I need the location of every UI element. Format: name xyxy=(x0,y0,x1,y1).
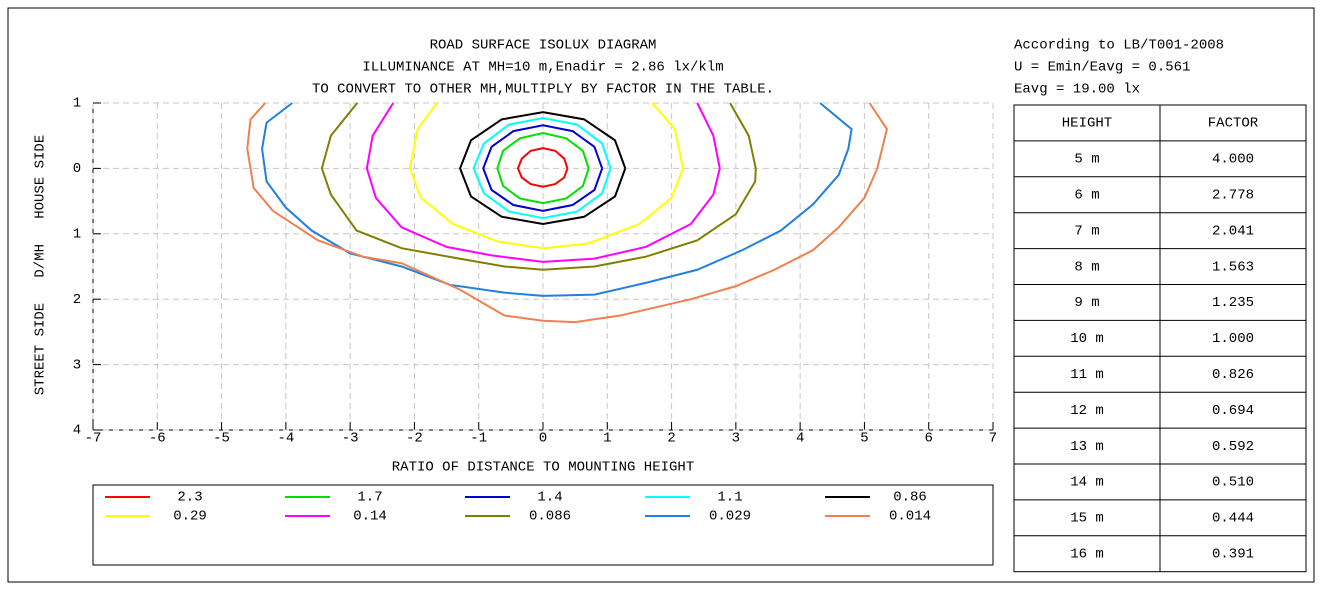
x-tick-label: 3 xyxy=(732,431,740,447)
legend-label: 1.1 xyxy=(717,490,742,506)
table-cell: 16 m xyxy=(1070,546,1104,562)
chart-subtitle: TO CONVERT TO OTHER MH,MULTIPLY BY FACTO… xyxy=(312,82,774,98)
x-tick-label: -1 xyxy=(470,431,487,447)
table-cell: 5 m xyxy=(1074,152,1099,168)
table-cell: 0.510 xyxy=(1212,475,1254,491)
isolux-line xyxy=(320,102,757,271)
info-text: According to LB/T001-2008 xyxy=(1014,38,1224,54)
table-cell: 1.000 xyxy=(1212,331,1254,347)
x-tick-label: -4 xyxy=(277,431,294,447)
table-header: FACTOR xyxy=(1208,116,1259,132)
table-cell: 0.826 xyxy=(1212,367,1254,383)
legend-label: 0.14 xyxy=(353,509,387,525)
table-cell: 0.391 xyxy=(1212,546,1254,562)
table-cell: 15 m xyxy=(1070,511,1104,527)
x-tick-label: -3 xyxy=(342,431,359,447)
isolux-line xyxy=(261,102,853,297)
x-tick-label: 1 xyxy=(603,431,611,447)
table-header: HEIGHT xyxy=(1062,116,1112,132)
x-tick-label: -2 xyxy=(406,431,423,447)
legend-label: 0.29 xyxy=(173,509,207,525)
y-tick-label: 2 xyxy=(73,292,81,308)
legend-label: 0.029 xyxy=(709,509,751,525)
y-tick-label: 4 xyxy=(73,423,81,439)
table-cell: 12 m xyxy=(1070,403,1104,419)
chart-subtitle: ILLUMINANCE AT MH=10 m,Enadir = 2.86 lx/… xyxy=(362,60,723,76)
x-tick-label: -5 xyxy=(213,431,230,447)
isolux-line xyxy=(472,117,612,220)
table-cell: 1.563 xyxy=(1212,259,1254,275)
x-tick-label: -6 xyxy=(149,431,166,447)
frame xyxy=(7,7,1315,583)
isolux-line xyxy=(496,132,590,205)
table-cell: 14 m xyxy=(1070,475,1104,491)
table-cell: 10 m xyxy=(1070,331,1104,347)
isolux-line xyxy=(365,102,721,263)
table-cell: 8 m xyxy=(1074,259,1099,275)
info-text: U = Emin/Eavg = 0.561 xyxy=(1014,60,1190,76)
legend-label: 1.7 xyxy=(357,490,382,506)
table-cell: 0.444 xyxy=(1212,511,1254,527)
table-cell: 2.778 xyxy=(1212,187,1254,203)
table-cell: 11 m xyxy=(1070,367,1104,383)
isolux-line xyxy=(516,147,569,188)
x-tick-label: -7 xyxy=(85,431,102,447)
isolux-line xyxy=(458,111,627,226)
table-cell: 6 m xyxy=(1074,187,1099,203)
x-axis-label: RATIO OF DISTANCE TO MOUNTING HEIGHT xyxy=(392,460,694,476)
chart-title: ROAD SURFACE ISOLUX DIAGRAM xyxy=(430,38,657,54)
legend-label: 0.086 xyxy=(529,509,571,525)
isolux-line xyxy=(246,102,889,324)
legend-label: 1.4 xyxy=(537,490,562,506)
isolux-line xyxy=(408,102,685,250)
x-tick-label: 4 xyxy=(796,431,804,447)
x-tick-label: 7 xyxy=(989,431,997,447)
legend-label: 0.86 xyxy=(893,490,927,506)
table-cell: 2.041 xyxy=(1212,223,1254,239)
x-tick-label: 0 xyxy=(539,431,547,447)
legend-label: 2.3 xyxy=(177,490,202,506)
y-tick-label: 0 xyxy=(73,161,81,177)
x-tick-label: 2 xyxy=(667,431,675,447)
y-tick-label: 1 xyxy=(73,227,81,243)
y-tick-label: 1 xyxy=(73,96,81,112)
table-cell: 9 m xyxy=(1074,295,1099,311)
legend-label: 0.014 xyxy=(889,509,931,525)
y-tick-label: 3 xyxy=(73,357,81,373)
table-cell: 0.694 xyxy=(1212,403,1254,419)
y-axis-label: STREET SIDE D/MH HOUSE SIDE xyxy=(33,135,49,395)
table-cell: 13 m xyxy=(1070,439,1104,455)
x-tick-label: 5 xyxy=(860,431,868,447)
table-cell: 1.235 xyxy=(1212,295,1254,311)
x-tick-label: 6 xyxy=(925,431,933,447)
table-cell: 7 m xyxy=(1074,223,1099,239)
table-cell: 0.592 xyxy=(1212,439,1254,455)
info-text: Eavg = 19.00 lx xyxy=(1014,82,1140,98)
table-cell: 4.000 xyxy=(1212,152,1254,168)
legend-box xyxy=(92,484,994,566)
isolux-line xyxy=(482,124,604,212)
